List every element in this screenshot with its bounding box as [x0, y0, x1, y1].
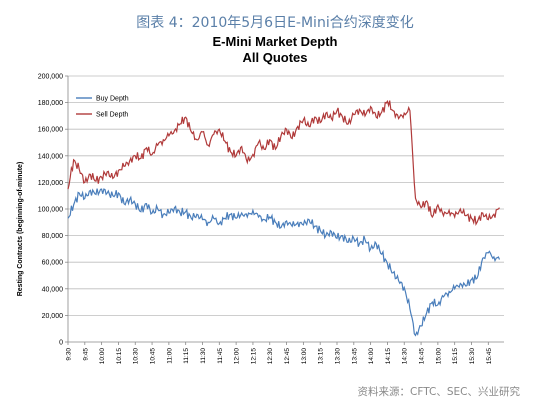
- x-tick-label: 11:00: [166, 348, 173, 364]
- x-tick-label: 10:45: [150, 348, 157, 365]
- series-line-sell-depth: [67, 99, 500, 227]
- x-tick-label: 9:30: [66, 348, 73, 361]
- y-axis-label: Resting Contracts (beginning-of-minute): [17, 162, 24, 297]
- x-tick-label: 15:45: [486, 348, 493, 365]
- x-tick-label: 15:30: [469, 348, 476, 365]
- x-tick-label: 14:30: [402, 348, 409, 365]
- chart-subtitle: All Quotes: [242, 50, 307, 65]
- x-tick-label: 12:15: [250, 348, 257, 365]
- x-tick-label: 14:45: [419, 348, 426, 365]
- x-tick-label: 15:15: [452, 348, 459, 365]
- x-tick-label: 14:15: [385, 348, 392, 365]
- x-tick-label: 13:45: [351, 348, 358, 365]
- x-tick-label: 10:30: [133, 348, 140, 365]
- figure-caption: 图表 4：2010年5月6日E-Mini合约深度变化: [136, 15, 414, 31]
- legend-label: Buy Depth: [96, 96, 129, 103]
- y-tick-label: 140,000: [38, 153, 63, 160]
- y-tick-label: 100,000: [38, 207, 63, 214]
- source-note: 资料来源：CFTC、SEC、兴业研究: [357, 386, 520, 398]
- chart-title: E-Mini Market Depth: [213, 34, 338, 49]
- legend-label: Sell Depth: [96, 112, 128, 119]
- x-tick-label: 10:15: [116, 348, 123, 365]
- y-tick-label: 40,000: [42, 286, 64, 293]
- x-tick-label: 13:15: [318, 348, 325, 365]
- x-tick-label: 11:30: [200, 348, 207, 364]
- x-tick-label: 10:00: [99, 348, 106, 365]
- y-tick-label: 160,000: [38, 127, 63, 134]
- y-tick-label: 80,000: [42, 233, 64, 240]
- x-tick-label: 12:00: [234, 348, 241, 365]
- y-tick-label: 180,000: [38, 100, 63, 107]
- x-tick-label: 11:45: [217, 348, 224, 364]
- x-tick-label: 13:00: [301, 348, 308, 365]
- x-tick-label: 13:30: [334, 348, 341, 365]
- y-tick-label: 60,000: [42, 260, 64, 267]
- market-depth-chart: E-Mini Market Depth All Quotes Resting C…: [17, 34, 504, 365]
- y-tick-label: 120,000: [38, 180, 63, 187]
- y-tick-label: 0: [59, 340, 63, 347]
- y-tick-label: 20,000: [42, 313, 64, 320]
- x-tick-label: 15:00: [435, 348, 442, 365]
- plot-area: 0 20,000 40,000 60,000 80,000 100,000 120,000 1…: [38, 74, 504, 365]
- x-tick-label: 9:45: [82, 348, 89, 361]
- series-line-buy-depth: [67, 188, 501, 337]
- x-tick-label: 12:30: [267, 348, 274, 365]
- x-tick-label: 12:45: [284, 348, 291, 365]
- x-tick-label: 14:00: [368, 348, 375, 365]
- y-tick-label: 200,000: [38, 74, 63, 81]
- x-tick-label: 11:15: [183, 348, 190, 364]
